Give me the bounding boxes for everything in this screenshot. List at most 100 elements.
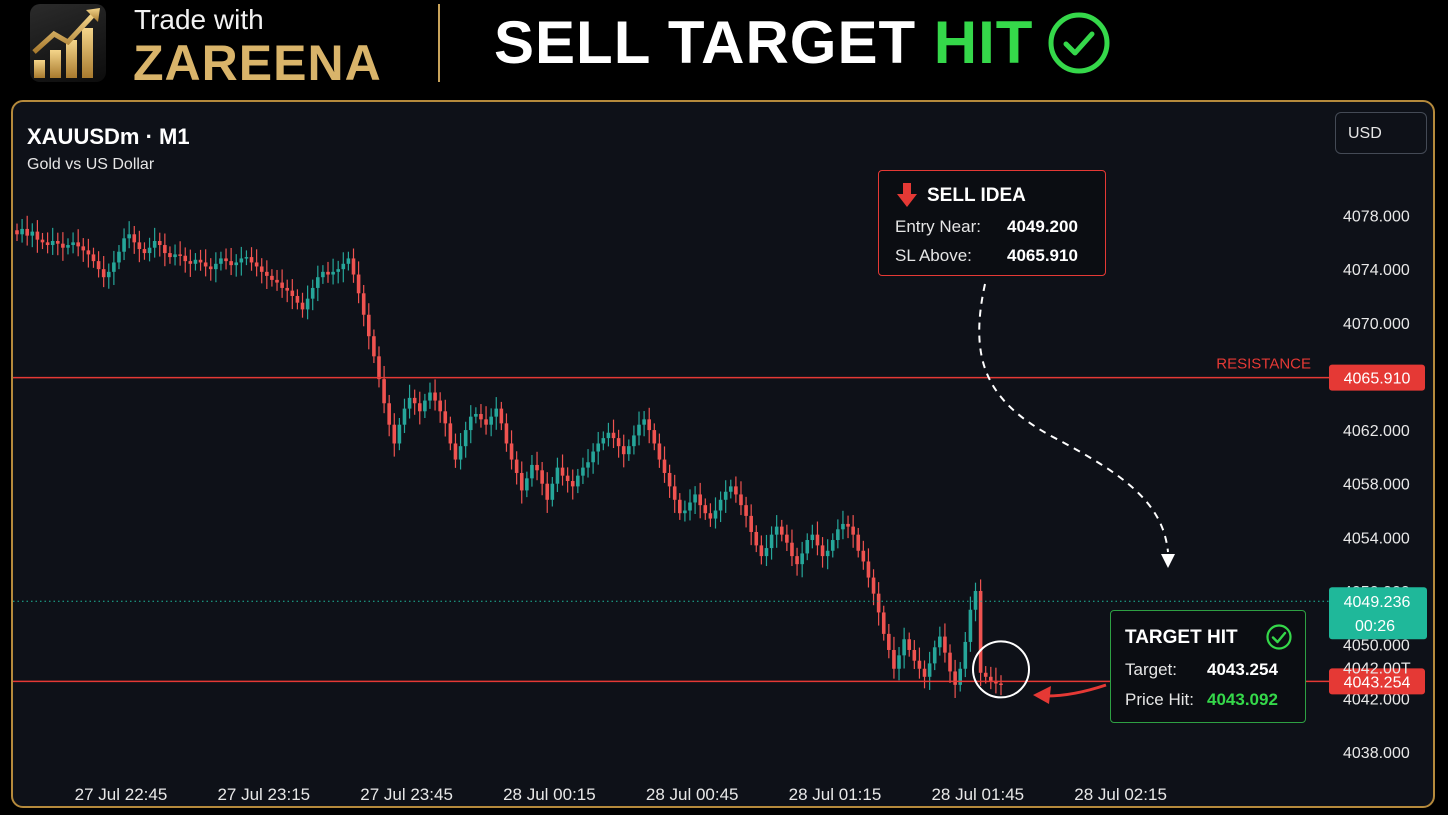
candle-body	[785, 534, 789, 543]
candle-body	[749, 515, 753, 532]
candle-body	[321, 271, 325, 278]
candle-body	[953, 671, 957, 685]
candle-body	[519, 472, 524, 491]
candle-body	[708, 513, 713, 519]
x-tick-label: 28 Jul 00:45	[646, 785, 739, 804]
candle-body	[438, 400, 442, 412]
candle-body	[484, 419, 488, 425]
candle-body	[861, 550, 866, 562]
target-price-label: 4043.254	[1344, 674, 1411, 691]
candle-body	[509, 443, 514, 460]
candle-body	[259, 266, 264, 272]
x-tick-label: 27 Jul 22:45	[75, 785, 168, 804]
candle-body	[810, 534, 815, 541]
candle-body	[774, 526, 779, 535]
candle-body	[178, 254, 182, 256]
x-tick-label: 28 Jul 01:15	[789, 785, 882, 804]
candle-body	[989, 676, 993, 681]
candle-body	[316, 277, 320, 288]
resistance-price-label: 4065.910	[1344, 371, 1411, 388]
candle-body	[876, 593, 881, 613]
candle-body	[290, 290, 295, 296]
candle-body	[300, 302, 305, 310]
current-price-tag	[1329, 587, 1427, 640]
candle-body	[81, 246, 86, 251]
y-tick-label: 4038.000	[1343, 745, 1410, 762]
candle-body	[932, 647, 937, 664]
candle-body	[417, 403, 422, 412]
candle-body	[188, 261, 193, 264]
currency-button[interactable]: USD	[1335, 112, 1427, 154]
sl-value: 4065.910	[1007, 246, 1078, 265]
candle-body	[285, 287, 290, 291]
candle-body	[958, 668, 963, 685]
candle-body	[963, 641, 968, 669]
candle-body	[565, 475, 570, 482]
candle-body	[514, 459, 519, 473]
candle-body	[983, 672, 988, 677]
candle-body	[137, 242, 142, 250]
candle-body	[825, 550, 830, 557]
candle-body	[239, 258, 244, 263]
candle-body	[244, 257, 249, 259]
dashed-arrow-path	[978, 283, 1169, 553]
candle-body	[698, 494, 702, 506]
candle-body	[570, 481, 575, 487]
candle-body	[938, 636, 942, 648]
resistance-price-tag	[1329, 364, 1425, 391]
candle-body	[346, 258, 351, 264]
brand-tagline: Trade with	[134, 4, 264, 35]
candle-body	[764, 548, 769, 557]
candle-body	[66, 245, 70, 248]
candle-body	[132, 234, 137, 243]
candle-body	[703, 505, 708, 514]
candle-body	[433, 392, 437, 401]
symbol-description: Gold vs US Dollar	[27, 156, 155, 173]
candle-body	[642, 419, 646, 425]
header: Trade with ZAREENA SELL TARGET HIT	[0, 0, 1448, 96]
candle-body	[555, 467, 560, 484]
candle-body	[219, 258, 223, 264]
candle-body	[744, 505, 748, 516]
sl-label: SL Above:	[895, 246, 972, 265]
x-tick-label: 28 Jul 01:45	[931, 785, 1024, 804]
candle-body	[530, 464, 534, 479]
candle-body	[193, 259, 198, 264]
candle-body	[76, 242, 80, 247]
check-circle-icon	[1266, 624, 1292, 650]
candle-body	[463, 430, 468, 447]
candle-body	[907, 639, 912, 650]
candle-body	[101, 269, 106, 278]
candle-body	[927, 663, 932, 677]
candle-body	[50, 241, 55, 246]
candle-body	[943, 636, 947, 653]
x-tick-label: 27 Jul 23:45	[360, 785, 453, 804]
candle-body	[86, 250, 91, 255]
target-price-tag	[1329, 668, 1425, 695]
candle-body	[122, 238, 126, 252]
candle-body	[234, 262, 239, 266]
check-circle-icon	[1048, 12, 1110, 74]
candle-body	[871, 577, 876, 594]
candle-body	[693, 494, 697, 503]
entry-label: Entry Near:	[895, 217, 981, 236]
down-arrow-icon	[897, 183, 917, 207]
candle-body	[295, 295, 300, 303]
target-hit-title: TARGET HIT	[1125, 627, 1238, 648]
candle-body	[117, 251, 121, 263]
candle-body	[836, 529, 840, 541]
bar-chart-arrow-icon	[30, 4, 106, 82]
candle-body	[999, 683, 1003, 685]
candle-body	[468, 416, 473, 431]
candle-body	[723, 491, 728, 500]
candle-body	[667, 472, 672, 487]
target-label: Target:	[1125, 660, 1177, 679]
y-tick-label: 4074.000	[1343, 262, 1410, 279]
candle-body	[61, 243, 65, 248]
candle-body	[387, 403, 391, 425]
candle-body	[718, 499, 723, 511]
candle-body	[224, 258, 228, 262]
candle-body	[106, 271, 111, 278]
price-chart[interactable]: 4078.000 4074.000 4070.000 4062.000 4058.000…	[13, 102, 1433, 806]
candle-body	[739, 494, 743, 506]
